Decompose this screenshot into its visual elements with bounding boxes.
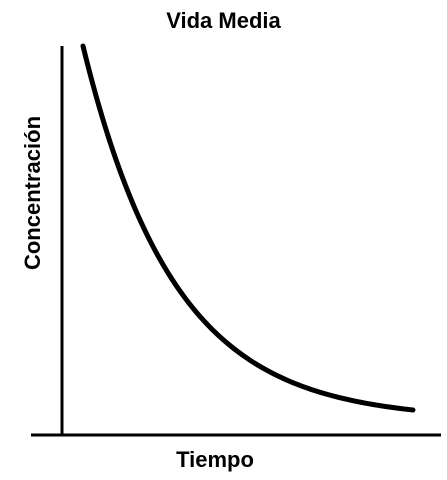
x-axis-label: Tiempo	[176, 447, 254, 472]
decay-curve	[80, 43, 416, 413]
chart-title: Vida Media	[166, 8, 281, 33]
